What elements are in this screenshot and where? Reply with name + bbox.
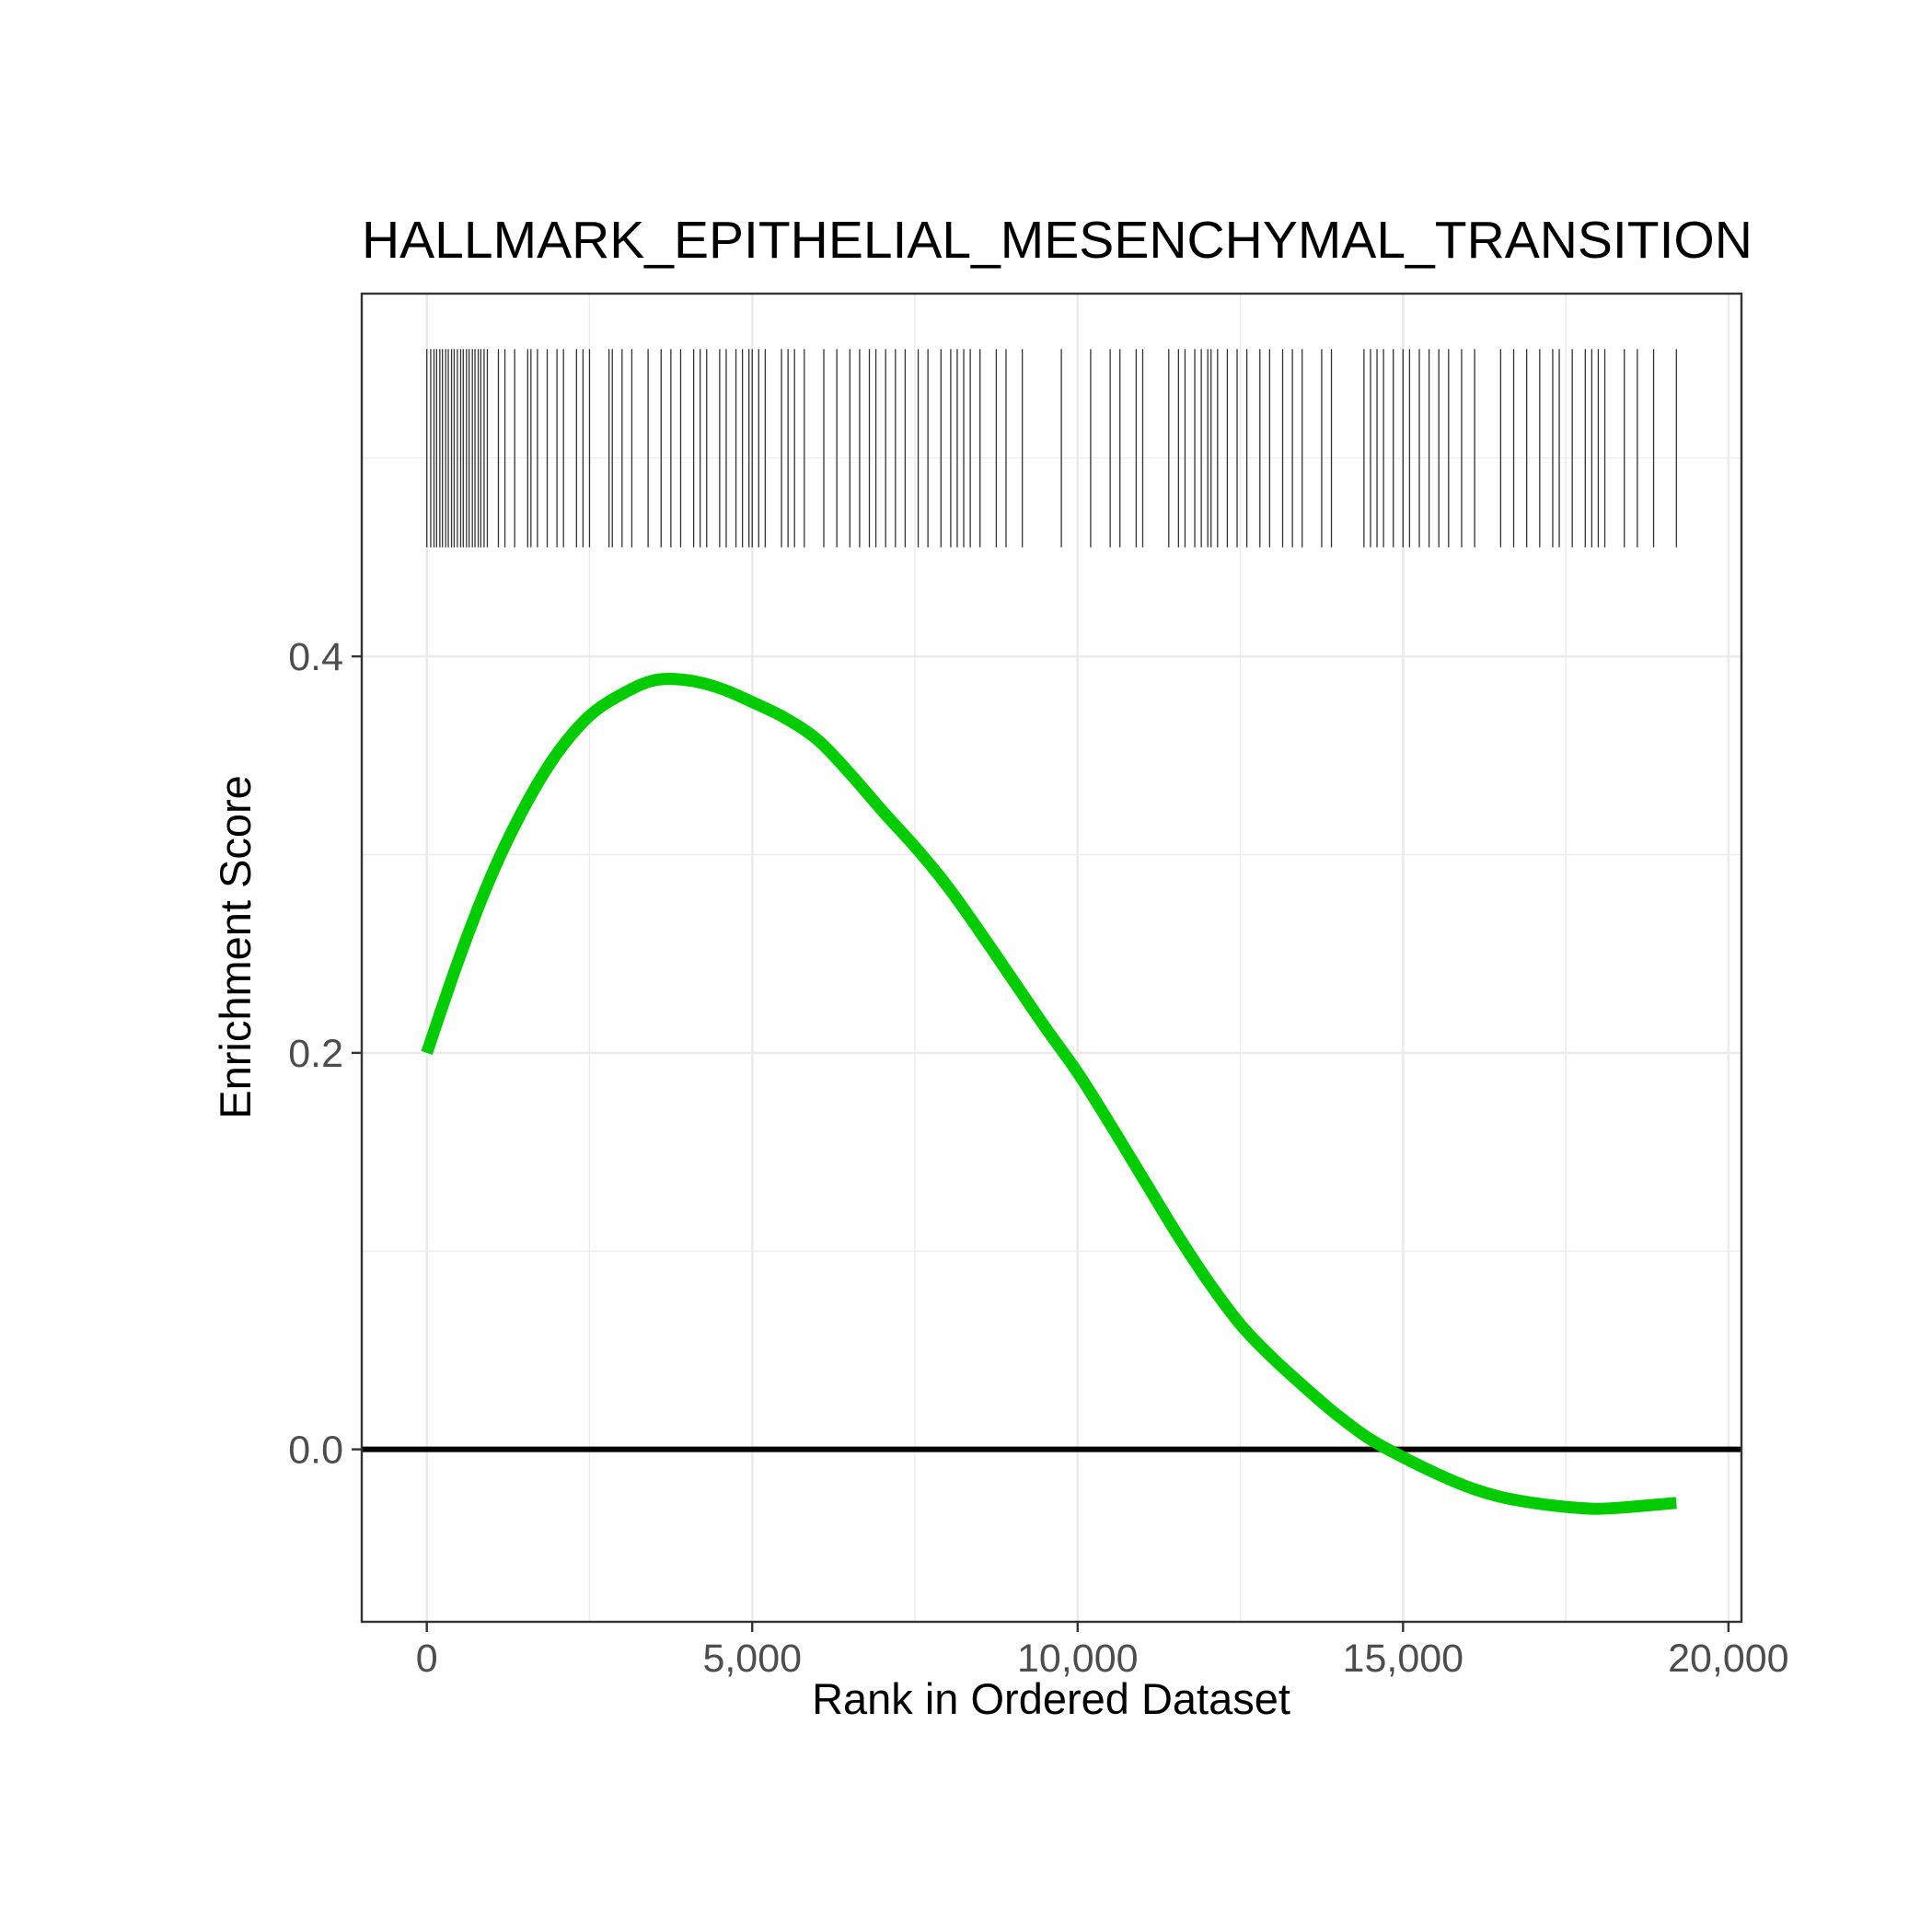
- enrichment-curve-line: [421, 673, 1677, 1515]
- x-tick-label: 20,000: [1668, 1637, 1789, 1681]
- x-tick-label: 5,000: [702, 1637, 802, 1681]
- x-tick-label: 0: [416, 1637, 438, 1681]
- y-tick-label: 0.0: [288, 1429, 343, 1473]
- hit-markers: [426, 349, 1677, 548]
- y-axis-title: Enrichment Score: [211, 775, 260, 1119]
- grid-lines: [362, 294, 1741, 1622]
- x-tick-label: 10,000: [1017, 1637, 1139, 1681]
- y-tick-label: 0.2: [288, 1032, 343, 1076]
- chart-title: HALLMARK_EPITHELIAL_MESENCHYMAL_TRANSITI…: [362, 211, 1753, 270]
- y-tick-label: 0.4: [288, 635, 343, 679]
- panel-border: [360, 292, 1743, 1624]
- x-axis-title: Rank in Ordered Dataset: [812, 1674, 1290, 1723]
- y-axis-ticks: 0.0 0.2 0.4: [288, 635, 362, 1473]
- x-axis-ticks: 0 5,000 10,000 15,000 20,000: [416, 1622, 1789, 1681]
- enrichment-curve: [421, 673, 1677, 1515]
- x-tick-label: 15,000: [1343, 1637, 1464, 1681]
